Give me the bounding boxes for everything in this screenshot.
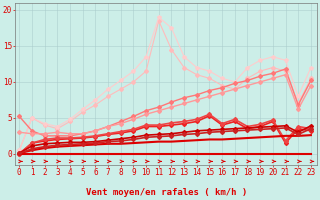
X-axis label: Vent moyen/en rafales ( km/h ): Vent moyen/en rafales ( km/h )	[86, 188, 247, 197]
